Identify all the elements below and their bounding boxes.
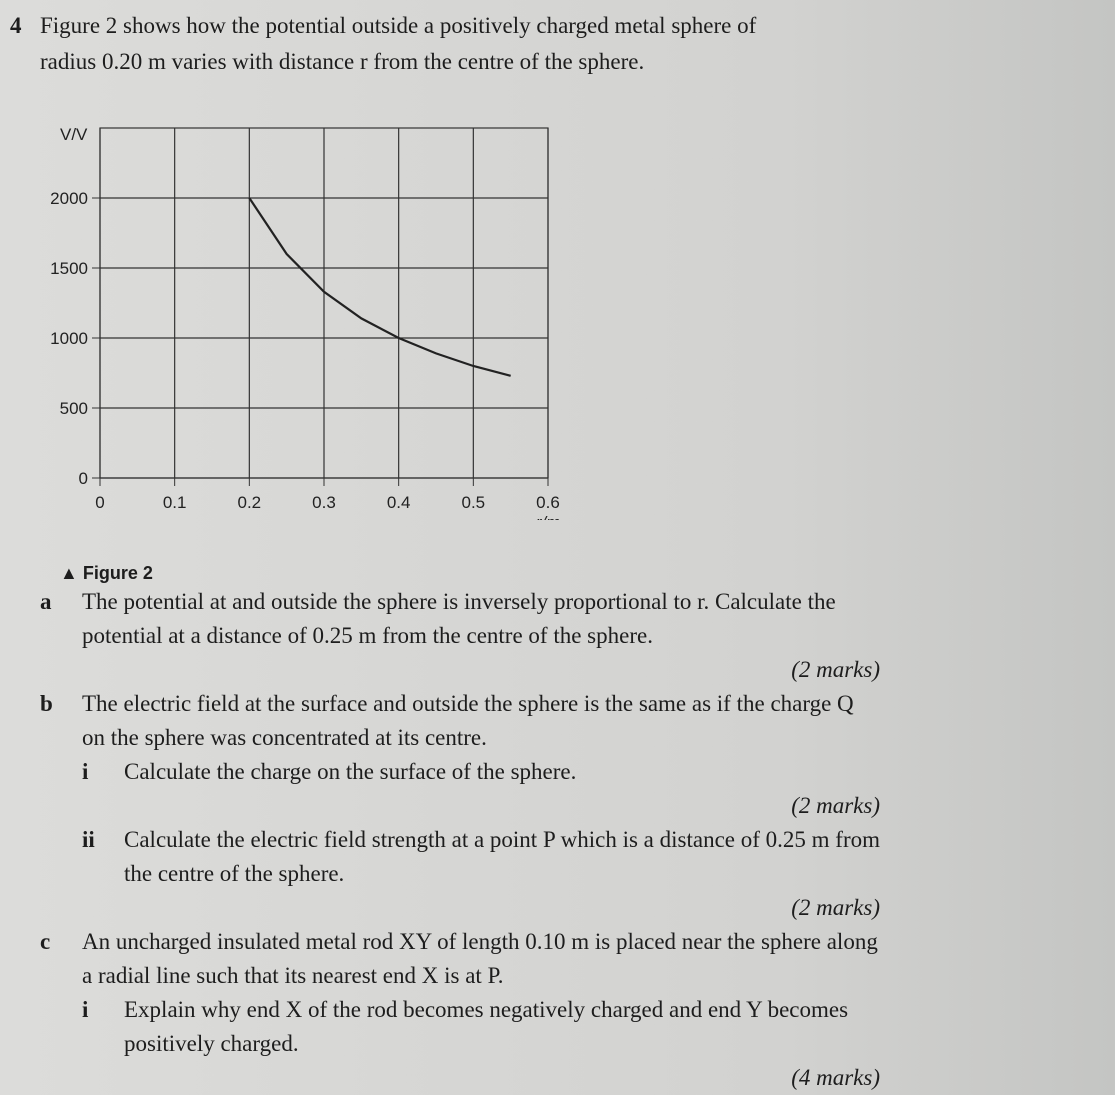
x-tick-label: 0.2 [238,493,262,512]
curve [248,197,511,377]
subpart-label: i [82,759,89,784]
subpart: i Explain why end X of the rod becomes n… [82,993,880,1095]
x-axis-label: r/m [536,513,561,520]
x-tick-label: 0 [95,493,104,512]
subpart-label: i [82,997,89,1022]
question: 4 Figure 2 shows how the potential outsi… [10,8,810,80]
caption-text: Figure 2 [82,563,153,583]
x-tick-label: 0.1 [163,493,187,512]
question-number: 4 [10,13,22,38]
x-tick-label: 0.6 [536,493,560,512]
part: b The electric field at the surface and … [40,687,880,925]
y-tick-label: 2000 [50,189,88,208]
parts: a The potential at and outside the spher… [40,585,880,1095]
intro: Figure 2 shows how the potential outside… [40,13,757,74]
caption-icon: ▲ [60,563,83,583]
part: a The potential at and outside the spher… [40,585,880,687]
subpart-text: Explain why end X of the rod becomes neg… [124,997,849,1056]
subpart-text: Calculate the electric field strength at… [124,827,881,886]
subpart: i Calculate the charge on the surface of… [82,755,880,823]
chart: 0 500 1000 1500 2000 0 0.1 0.2 0.3 0.4 0.5 0.6 V/V r/… [50,125,561,520]
part-text: The electric field at the surface and ou… [82,691,854,750]
marks: (2 marks) [791,895,880,920]
marks: (2 marks) [791,657,880,682]
subpart: ii Calculate the electric field strength… [82,823,880,925]
part-text: An uncharged insulated metal rod XY of l… [82,929,878,988]
y-tick-label: 0 [79,469,88,488]
subpart-label: ii [82,827,95,852]
part: c An uncharged insulated metal rod XY of… [40,925,880,1095]
part-label: c [40,929,51,954]
figure-caption: ▲ Figure 2 [60,563,153,584]
marks: (2 marks) [791,793,880,818]
marks: (4 marks) [791,1065,880,1090]
y-tick-label: 1500 [50,259,88,278]
y-tick-label: 500 [60,399,88,418]
x-tick-label: 0.5 [462,493,486,512]
x-tick-label: 0.3 [312,493,336,512]
subpart-text: Calculate the charge on the surface of t… [124,759,577,784]
part-label: a [40,589,52,614]
y-tick-label: 1000 [50,329,88,348]
x-tick-label: 0.4 [387,493,411,512]
part-label: b [40,691,53,716]
y-axis-label: V/V [60,125,88,144]
part-text: The potential at and outside the sphere … [82,589,836,648]
